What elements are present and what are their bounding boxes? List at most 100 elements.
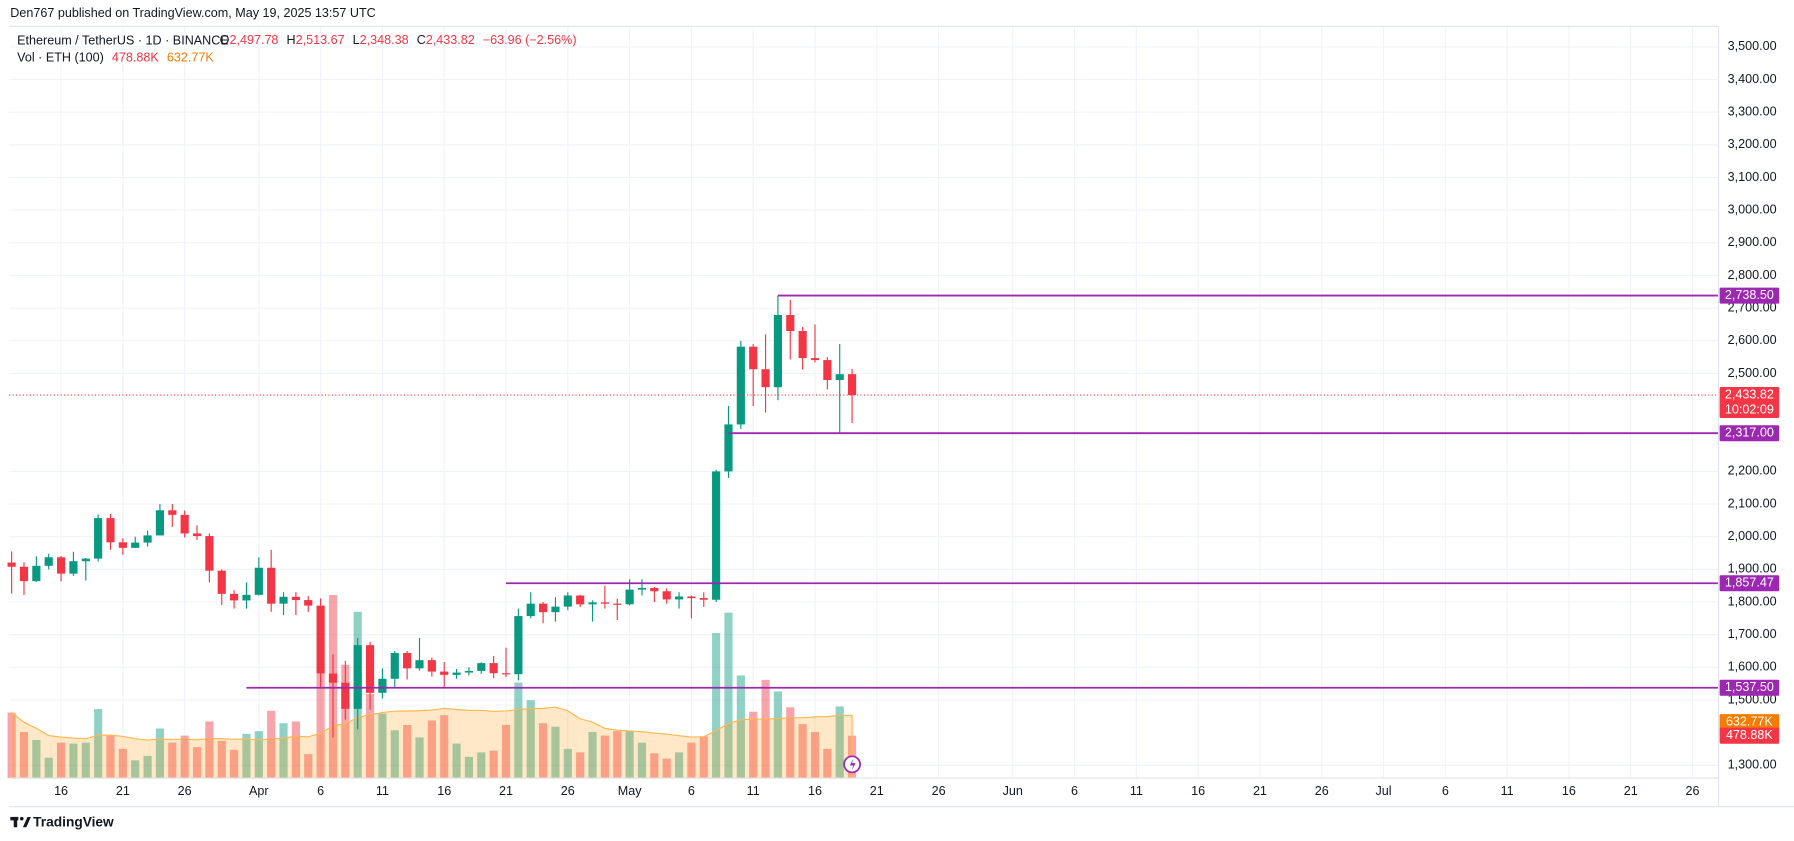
- last-price-label: 2,433.82: [1725, 387, 1774, 401]
- volume-label: 478.88K: [1726, 728, 1773, 742]
- countdown: 10:02:09: [1725, 402, 1774, 416]
- candle-body: [773, 315, 782, 388]
- candle-body: [786, 315, 795, 332]
- volume-bar: [56, 742, 66, 779]
- candle-body: [613, 603, 622, 605]
- candle-body: [650, 587, 659, 592]
- candle-body: [7, 562, 16, 567]
- candle-body: [526, 603, 535, 617]
- level-label-box: [1719, 425, 1780, 442]
- volume-bar: [242, 733, 251, 779]
- header: Den767 published on TradingView.com, May…: [10, 6, 375, 20]
- candle-body: [687, 596, 696, 599]
- x-tick-label: Jun: [1003, 784, 1023, 798]
- volume-label-box: [1719, 727, 1780, 744]
- volume-bar: [464, 756, 474, 779]
- volume-bar: [106, 735, 115, 779]
- candle-body: [501, 673, 511, 675]
- candle-body: [440, 671, 449, 675]
- candle-body: [761, 369, 770, 388]
- candle-body: [328, 673, 338, 683]
- level-label: 1,537.50: [1725, 680, 1774, 694]
- y-tick-label: 1,300.00: [1728, 758, 1777, 772]
- volume-label: 632.77K: [1726, 714, 1773, 728]
- overlays: 1,300.00 1,500.00 1,600.00 1,700.00 1,800.00…: [9, 39, 1780, 798]
- y-tick-label: 2,800.00: [1728, 268, 1777, 282]
- volume-average-area: [11, 706, 853, 779]
- y-tick-label: 1,900.00: [1728, 562, 1777, 576]
- x-tick-label: Jul: [1375, 784, 1391, 798]
- candle-body: [168, 510, 177, 515]
- volume-bar: [19, 732, 29, 779]
- volume-bar: [180, 735, 189, 779]
- level-label-box: [1719, 679, 1780, 696]
- volume-bar: [32, 740, 41, 779]
- candle-body: [477, 663, 486, 671]
- volume-bar: [168, 742, 177, 779]
- candle-body: [637, 587, 647, 590]
- volume-bar: [254, 731, 263, 779]
- candle-body: [489, 663, 498, 674]
- legend-symbol: Ethereum / TetherUS · 1D · BINANCE: [17, 34, 229, 48]
- candle-body: [699, 598, 708, 600]
- volume-bar: [600, 735, 609, 779]
- footer-logo: [10, 816, 31, 828]
- volume-bar: [625, 731, 634, 779]
- x-tick-label: 21: [1253, 784, 1267, 798]
- y-tick-label: 2,900.00: [1728, 235, 1777, 249]
- candle-body: [674, 596, 684, 600]
- y-tick-label: 2,200.00: [1728, 464, 1777, 478]
- candle-body: [279, 596, 288, 604]
- candle-body: [810, 358, 820, 361]
- volume-bar: [403, 724, 412, 779]
- x-tick-label: 16: [808, 784, 822, 798]
- candle-body: [180, 514, 189, 534]
- volume-bar: [810, 732, 820, 779]
- volume-bar: [674, 752, 684, 779]
- legend-c: 2,433.82: [426, 34, 475, 48]
- x-tick-label: 16: [437, 784, 451, 798]
- candle-body: [365, 645, 375, 693]
- candle-body: [378, 678, 387, 693]
- y-tick-label: 1,700.00: [1728, 627, 1777, 641]
- candle-body: [749, 346, 758, 370]
- volume-bar: [291, 721, 300, 779]
- volume-bar: [835, 706, 844, 779]
- volume-bar: [341, 664, 350, 779]
- candle-body: [94, 518, 103, 559]
- volume-bar: [563, 748, 572, 779]
- candle-body: [563, 595, 572, 607]
- volume-bar: [94, 709, 103, 779]
- x-tick-label: 21: [1624, 784, 1638, 798]
- volume-bar: [477, 752, 486, 779]
- last-price-box: [1719, 387, 1780, 418]
- candle-body: [56, 557, 66, 574]
- candle-body: [514, 616, 523, 675]
- x-tick-label: 11: [376, 784, 389, 798]
- volume-bar: [279, 723, 288, 779]
- candle-body: [155, 510, 165, 536]
- footer-brand: TradingView: [33, 814, 114, 829]
- volume-bar: [205, 721, 214, 779]
- candle-body: [81, 558, 90, 562]
- volume-bar: [427, 720, 436, 779]
- y-tick-label: 3,500.00: [1728, 39, 1777, 53]
- candle-body: [44, 557, 53, 566]
- volume-bar: [699, 736, 708, 779]
- volume-bar: [736, 675, 745, 779]
- candle-body: [847, 374, 857, 396]
- x-tick-label: 6: [1442, 784, 1449, 798]
- candle-body: [353, 645, 362, 709]
- legend-volume: Vol · ETH (100) 478.88K 632.77K: [17, 51, 214, 65]
- candle-body: [576, 595, 585, 605]
- x-tick-label: 16: [1191, 784, 1205, 798]
- candle-body: [551, 606, 560, 613]
- volume-bar: [118, 748, 127, 779]
- x-tick-label: 26: [1315, 784, 1329, 798]
- legend-change: −63.96 (−2.56%): [483, 34, 577, 48]
- candle-body: [230, 593, 239, 601]
- volume-bar: [613, 731, 622, 779]
- volume-bar: [415, 737, 424, 779]
- volume-bar: [316, 673, 325, 779]
